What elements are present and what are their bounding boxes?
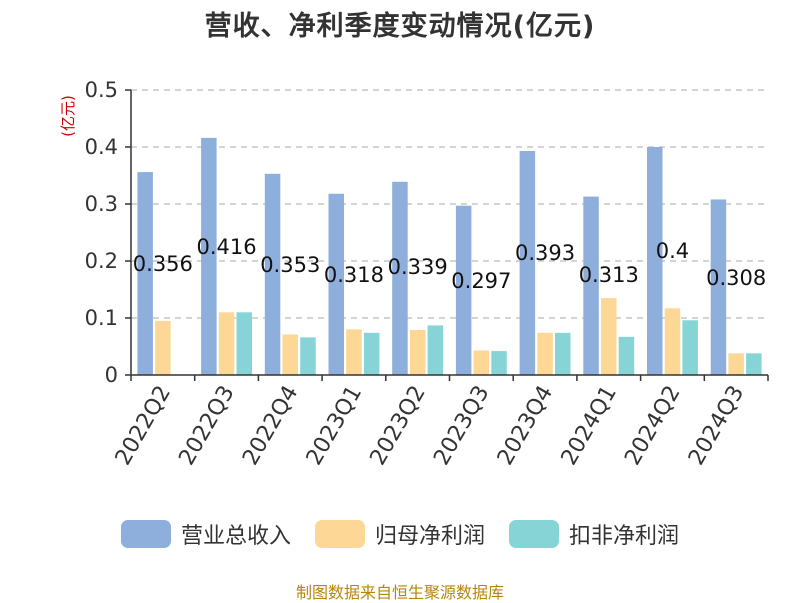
bar	[583, 196, 599, 375]
data-label: 0.416	[196, 235, 256, 259]
bar	[647, 147, 663, 375]
bar	[201, 137, 217, 375]
data-label: 0.297	[451, 269, 511, 293]
y-axis-unit-label: (亿元)	[59, 95, 77, 137]
data-label: 0.393	[515, 241, 575, 265]
x-tick-label: 2024Q1	[557, 382, 622, 470]
x-tick-label: 2022Q2	[111, 382, 176, 470]
bar	[664, 308, 681, 375]
legend-label: 扣非净利润	[569, 524, 680, 549]
data-label: 0.318	[324, 263, 384, 287]
bar	[682, 320, 698, 375]
legend-item[interactable]: 归母净利润	[314, 518, 485, 550]
x-tick-label: 2023Q3	[429, 382, 494, 470]
bar	[363, 332, 380, 375]
legend-label: 归母净利润	[374, 524, 485, 549]
bar	[537, 332, 553, 375]
bar	[300, 337, 316, 375]
bar	[328, 193, 344, 375]
grid-lines	[131, 89, 768, 319]
legend-swatch	[120, 520, 171, 548]
legend-item[interactable]: 营业总收入	[120, 518, 291, 550]
legend-swatch	[314, 520, 365, 548]
data-label: 0.339	[388, 255, 448, 279]
legend: 营业总收入 归母净利润 扣非净利润	[0, 518, 800, 550]
x-tick-label: 2023Q1	[302, 382, 367, 470]
bar	[409, 329, 426, 375]
bar	[236, 312, 252, 375]
x-tick-label: 2023Q2	[366, 382, 431, 470]
y-tick-label: 0.3	[85, 192, 118, 216]
bar	[555, 332, 571, 375]
bar	[392, 181, 408, 375]
bar	[746, 353, 762, 375]
bar	[264, 173, 281, 375]
data-label: 0.356	[133, 252, 193, 276]
x-tick-label: 2022Q4	[238, 382, 303, 470]
data-label: 0.353	[260, 253, 320, 277]
bar	[455, 205, 472, 375]
bar	[519, 150, 536, 375]
bar	[491, 351, 507, 375]
bars	[137, 137, 762, 375]
data-label: 0.4	[656, 239, 689, 263]
bar	[346, 329, 362, 375]
data-label: 0.308	[706, 266, 766, 290]
y-tick-label: 0.2	[85, 249, 118, 273]
bar	[427, 325, 444, 375]
legend-swatch	[509, 520, 559, 548]
bar	[710, 199, 727, 375]
source-note: 制图数据来自恒生聚源数据库	[295, 583, 504, 602]
y-tick-label: 0.4	[85, 135, 118, 159]
chart-title: 营收、净利季度变动情况(亿元)	[204, 11, 596, 42]
x-tick-label: 2022Q3	[174, 382, 239, 470]
x-tick-label: 2023Q4	[493, 382, 558, 470]
y-tick-label: 0.5	[85, 78, 118, 102]
bar	[601, 298, 617, 375]
bar	[155, 320, 171, 375]
bar	[728, 353, 744, 375]
bar	[282, 334, 298, 375]
x-tick-label: 2024Q2	[620, 382, 685, 470]
bar	[137, 172, 153, 375]
bar	[473, 350, 490, 375]
legend-label: 营业总收入	[180, 524, 291, 549]
data-label: 0.313	[579, 263, 639, 287]
legend-item[interactable]: 扣非净利润	[509, 518, 679, 550]
bar	[218, 312, 235, 375]
y-tick-label: 0.1	[85, 306, 118, 330]
y-tick-label: 0	[105, 363, 118, 387]
bar	[618, 336, 635, 375]
x-tick-label: 2024Q3	[684, 382, 749, 470]
